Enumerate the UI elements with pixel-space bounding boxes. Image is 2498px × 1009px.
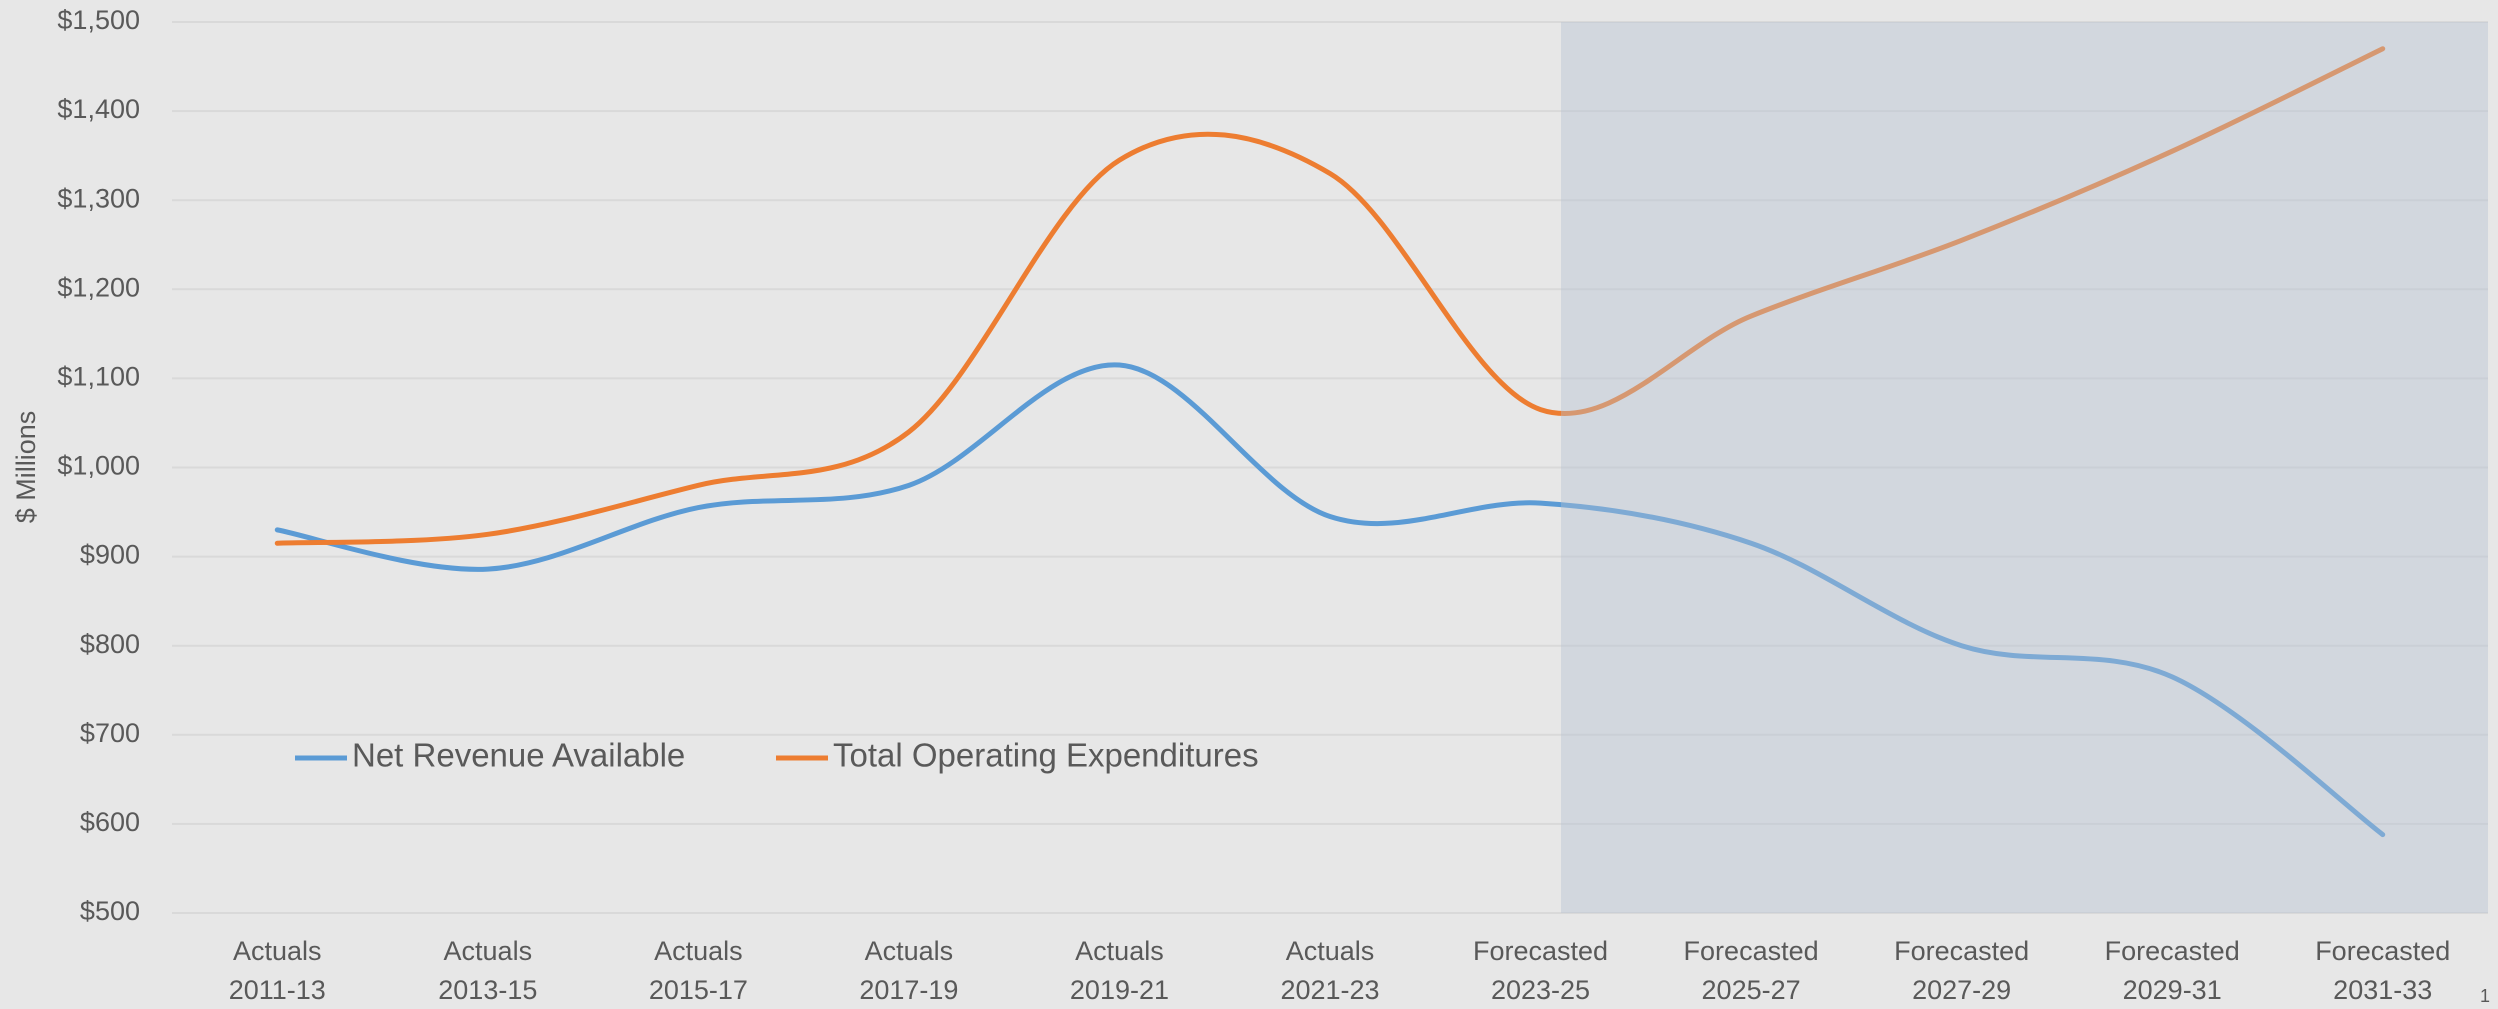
y-tick-label: $1,300: [57, 183, 140, 213]
page-number: 1: [2480, 986, 2490, 1006]
y-tick-label: $1,200: [57, 272, 140, 302]
y-tick-label: $1,500: [57, 5, 140, 35]
legend-label: Total Operating Expenditures: [833, 737, 1259, 774]
legend-label: Net Revenue Available: [352, 737, 685, 774]
x-tick-label: Actuals 2017-19: [859, 936, 958, 1005]
x-tick-label: Forecasted 2031-33: [2315, 936, 2450, 1005]
labels: $500 $600 $700 $800 $900 $1,000 $1,100 $1,200 $1…: [57, 5, 2450, 1005]
lines: [274, 46, 2386, 838]
x-tick-label: Forecasted 2029-31: [2105, 936, 2240, 1005]
series-line: [274, 362, 2386, 838]
x-tick-label: Actuals 2019-21: [1070, 936, 1169, 1005]
y-tick-label: $500: [80, 896, 140, 926]
y-tick-label: $600: [80, 807, 140, 837]
x-tick-label: Forecasted 2023-25: [1473, 936, 1608, 1005]
y-axis-title: $ Millions: [11, 411, 41, 524]
series-line: [274, 46, 2386, 546]
x-tick-label: Actuals 2015-17: [649, 936, 748, 1005]
y-tick-label: $900: [80, 540, 140, 570]
x-tick-label: Forecasted 2025-27: [1684, 936, 1819, 1005]
grid: [172, 21, 2488, 914]
x-tick-label: Actuals 2013-15: [438, 936, 537, 1005]
y-tick-label: $700: [80, 718, 140, 748]
y-tick-label: $1,400: [57, 94, 140, 124]
y-tick-label: $1,000: [57, 451, 140, 481]
x-tick-label: Forecasted 2027-29: [1894, 936, 2029, 1005]
y-tick-label: $800: [80, 629, 140, 659]
x-tick-label: Actuals 2021-23: [1280, 936, 1379, 1005]
y-tick-label: $1,100: [57, 362, 140, 392]
forecast-shade: [1561, 22, 2488, 913]
x-tick-label: Actuals 2011-13: [229, 936, 326, 1005]
